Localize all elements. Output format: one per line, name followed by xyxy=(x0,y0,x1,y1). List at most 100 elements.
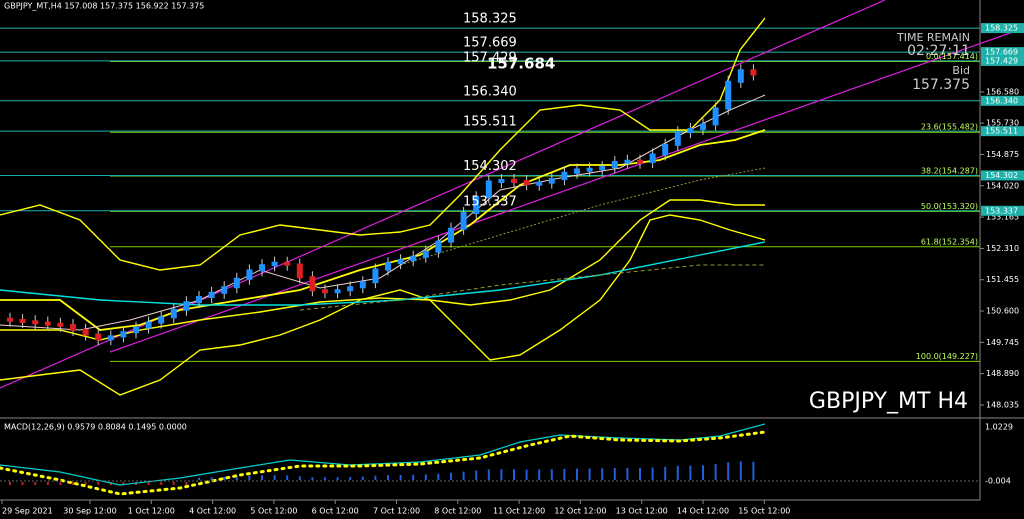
macd-bar xyxy=(475,470,478,480)
macd-bar xyxy=(298,476,301,480)
time-tick-label: 14 Oct 12:00 xyxy=(677,507,729,516)
candle-body xyxy=(246,269,253,280)
candle-body xyxy=(750,69,757,76)
candle-body xyxy=(322,289,328,294)
macd-bar xyxy=(550,469,553,480)
candle-body xyxy=(536,181,543,186)
candle-body xyxy=(208,291,215,298)
candle-body xyxy=(347,286,354,292)
macd-bar xyxy=(450,472,452,480)
price-tick-label: 153.165 xyxy=(986,213,1019,222)
candle-body xyxy=(82,328,89,336)
time-tick-label: 12 Oct 12:00 xyxy=(554,507,606,516)
fib-label: 0.0(157.414) xyxy=(926,52,978,61)
macd-bar xyxy=(97,482,100,485)
candle-body xyxy=(271,261,278,267)
fib-label: 100.0(149.227) xyxy=(916,352,978,361)
candle-body xyxy=(44,321,51,326)
candle-body xyxy=(523,180,530,186)
candle-body xyxy=(485,180,492,199)
candle-body xyxy=(70,324,76,331)
macd-bar xyxy=(613,468,616,480)
candle-body xyxy=(19,319,26,323)
candle-body xyxy=(7,317,13,322)
macd-bar xyxy=(286,475,289,480)
time-tick-label: 15 Oct 12:00 xyxy=(738,507,790,516)
candle-body xyxy=(397,259,404,265)
header: GBPJPY_MT,H4 157.008 157.375 156.922 157… xyxy=(4,2,204,11)
macd-bar xyxy=(424,474,427,480)
level-label: 155.511 xyxy=(463,115,517,130)
price-tick-label: 149.745 xyxy=(986,338,1019,347)
macd-bar xyxy=(235,476,238,480)
indicator-line xyxy=(0,17,766,271)
macd-bar xyxy=(273,475,276,480)
candle-body xyxy=(196,296,202,304)
macd-bar xyxy=(387,475,389,480)
macd-bar xyxy=(147,482,150,485)
candle-body xyxy=(334,289,341,294)
price-tick-label: 148.890 xyxy=(986,369,1019,378)
time-tick-label: 5 Oct 12:00 xyxy=(250,507,297,516)
macd-bar xyxy=(336,477,339,480)
level-label: 157.669 xyxy=(463,36,517,51)
macd-bar xyxy=(639,468,641,480)
macd-bar xyxy=(210,477,213,480)
macd-bar xyxy=(487,469,490,480)
price-tick-label: 150.600 xyxy=(986,307,1019,316)
macd-signal xyxy=(0,430,767,496)
candle-body xyxy=(170,308,177,319)
timer-title: TIME REMAIN xyxy=(896,31,970,44)
level-box xyxy=(981,126,1024,137)
candle-body xyxy=(674,131,681,146)
level-label: 154.302 xyxy=(463,159,517,174)
macd-bar xyxy=(185,482,188,485)
macd-bar xyxy=(576,468,578,480)
macd-bar xyxy=(563,468,566,480)
level-box-label: 155.511 xyxy=(985,127,1018,136)
level-box-label: 157.669 xyxy=(985,48,1018,57)
level-box xyxy=(981,95,1024,106)
candle-body xyxy=(561,171,568,181)
macd-axis-bottom: -0.004 xyxy=(985,477,1011,486)
fib-label: 38.2(154.287) xyxy=(921,166,978,175)
candle-body xyxy=(435,240,442,253)
time-tick-label: 7 Oct 12:00 xyxy=(373,507,420,516)
time-tick-label: 29 Sep 2021 xyxy=(2,507,53,516)
macd-bar xyxy=(651,467,654,480)
level-box-label: 157.429 xyxy=(985,56,1018,65)
level-box xyxy=(981,23,1024,34)
macd-bar xyxy=(689,465,692,480)
level-box xyxy=(981,55,1024,66)
fib-label: 50.0(153.320) xyxy=(921,202,978,211)
candle-body xyxy=(133,326,139,334)
macd-bar xyxy=(676,465,679,480)
price-tick-label: 152.310 xyxy=(986,244,1019,253)
macd-bar xyxy=(122,482,125,485)
candle-body xyxy=(158,316,165,324)
candle-body xyxy=(599,166,606,171)
candle-body xyxy=(422,250,429,258)
candle-body xyxy=(611,161,618,169)
candle-body xyxy=(712,107,719,126)
macd-bar xyxy=(21,482,24,485)
macd-bar xyxy=(84,482,87,485)
candle-body xyxy=(284,261,291,266)
indicator-line xyxy=(0,94,766,331)
macd-bar xyxy=(172,482,175,485)
candle-body xyxy=(498,179,505,183)
level-box xyxy=(981,47,1024,58)
indicator-line xyxy=(299,264,765,311)
indicator-line xyxy=(0,129,766,331)
level-label: 158.325 xyxy=(463,12,517,27)
macd-bar xyxy=(588,468,591,480)
bid-label: Bid xyxy=(952,64,970,77)
macd-bar xyxy=(374,475,377,480)
macd-bar xyxy=(752,461,755,480)
candle-body xyxy=(183,301,190,311)
symbol-watermark: GBPJPY_MT H4 xyxy=(809,389,968,414)
level-label: 157.429 xyxy=(463,50,517,65)
candle-body xyxy=(586,167,593,172)
